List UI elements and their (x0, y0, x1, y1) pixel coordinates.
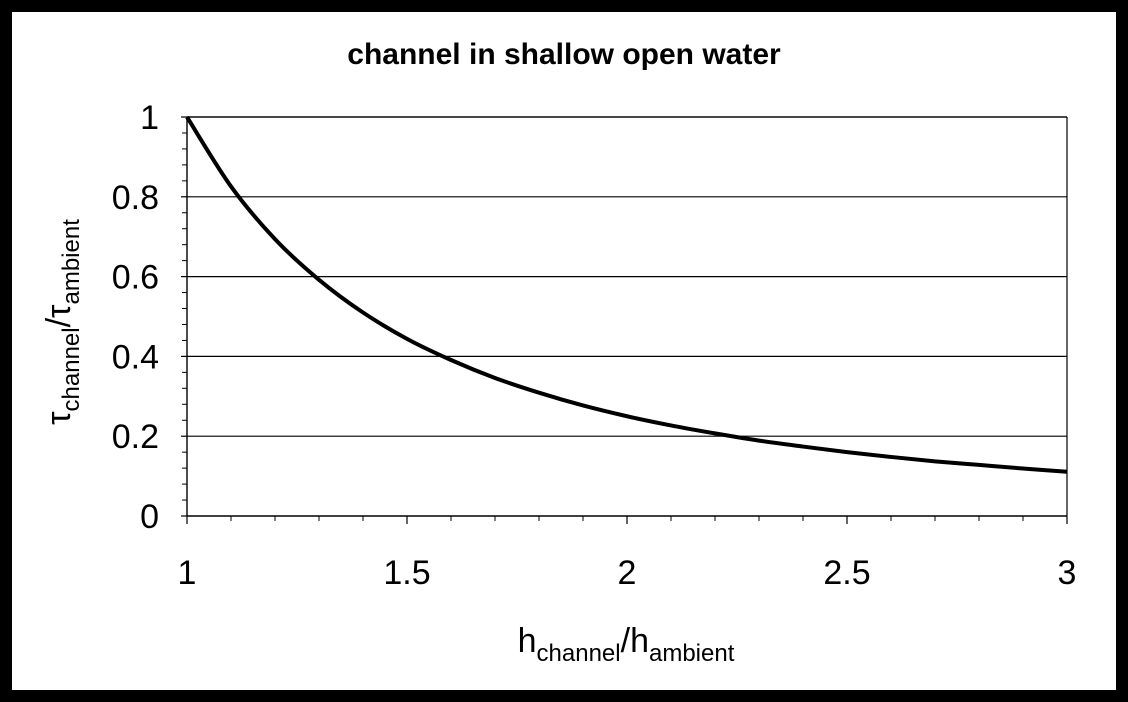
x-axis-label: hchannel/hambient (518, 622, 735, 667)
y-axis-subscript-1: channel (58, 327, 85, 411)
x-axis-separator: / (621, 622, 631, 660)
x-tick-label: 2.5 (823, 554, 870, 592)
y-axis-separator: / (40, 317, 78, 327)
y-tick-labels: 0 0.2 0.4 0.6 0.8 1 (112, 99, 159, 536)
x-tick-label: 1 (178, 554, 197, 592)
y-axis-label: τchannel/τambient (40, 219, 85, 425)
y-axis-subscript-2: ambient (58, 219, 85, 305)
axes (181, 116, 1068, 524)
x-axis-symbol: h (518, 622, 537, 660)
y-tick-label: 0.4 (112, 338, 159, 376)
chart-frame: channel in shallow open water 0 0.2 0.4 0.6… (12, 12, 1116, 690)
y-axis-symbol: τ (40, 411, 78, 425)
series-layer (185, 115, 1068, 474)
x-axis-symbol-2: h (630, 622, 649, 660)
x-tick-label: 2 (618, 554, 637, 592)
chart: channel in shallow open water 0 0.2 0.4 0.6… (40, 38, 1077, 667)
y-tick-label: 0.2 (112, 418, 159, 456)
x-tick-label: 1.5 (383, 554, 430, 592)
x-tick-labels: 1 1.5 2 2.5 3 (178, 554, 1077, 592)
x-tick-label: 3 (1058, 554, 1077, 592)
x-axis-subscript-2: ambient (649, 640, 735, 667)
y-axis-symbol-2: τ (40, 304, 78, 318)
y-tick-label: 0.6 (112, 259, 159, 297)
series-line-0 (185, 115, 1068, 474)
chart-title: channel in shallow open water (347, 38, 781, 71)
x-axis-subscript-1: channel (537, 640, 621, 667)
y-tick-label: 0 (140, 498, 159, 536)
minor-ticks (182, 132, 1024, 521)
y-tick-label: 1 (140, 99, 159, 137)
y-tick-label: 0.8 (112, 179, 159, 217)
gridlines (187, 116, 1067, 437)
